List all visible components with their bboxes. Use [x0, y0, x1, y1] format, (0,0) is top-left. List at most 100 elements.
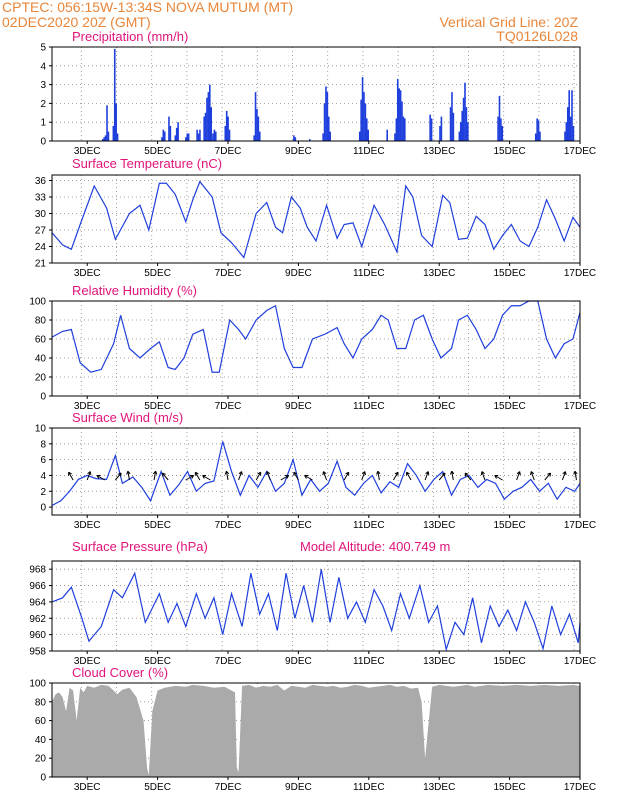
header-datetime: 02DEC2020 20Z (GMT) — [2, 14, 151, 30]
precip-bar — [308, 139, 311, 141]
wind-arrow-icon — [161, 472, 169, 481]
precip-bar — [175, 127, 178, 141]
precip-bar — [534, 133, 537, 141]
precip-bar — [358, 131, 361, 141]
wind-xtick-label: 3DEC — [74, 520, 101, 531]
temp-ytick-label: 36 — [35, 176, 47, 187]
precip-bar — [162, 129, 165, 141]
cloud-ytick-label: 80 — [35, 697, 47, 708]
cloud-xtick-label: 17DEC — [564, 782, 596, 793]
wind-arrow-icon — [224, 470, 230, 481]
temp-xtick-label: 13DEC — [423, 268, 455, 279]
precip-bar — [323, 103, 326, 141]
precip-bar — [113, 48, 116, 141]
precip-xtick-label: 15DEC — [493, 146, 525, 157]
precip-bar — [396, 78, 399, 141]
cloud-ytick-label: 60 — [35, 716, 47, 727]
precip-bar — [256, 109, 258, 141]
cloud-xtick-label: 5DEC — [144, 782, 171, 793]
precip-bar — [458, 131, 461, 141]
temp-panel: 21 24 27 30 33 36 3DEC 5DEC 7DEC 9DEC 11DEC 13DEC 15… — [35, 156, 596, 279]
temp-xtick-label: 17DEC — [564, 268, 596, 279]
wind-arrow-icon — [86, 471, 92, 481]
precip-bar — [439, 125, 441, 141]
precip-bar — [115, 103, 117, 141]
precip-bar — [459, 122, 462, 141]
cloud-xtick-label: 9DEC — [285, 782, 312, 793]
precip-bar — [564, 131, 566, 141]
precip-bar — [204, 112, 207, 141]
cloud-panel-title: Cloud Cover (%) — [72, 665, 168, 680]
precip-bar — [104, 135, 107, 141]
precip-bar — [568, 90, 570, 141]
precip-bar — [500, 118, 502, 141]
rh-ytick-label: 40 — [35, 354, 47, 365]
wind-arrow-icon — [255, 471, 262, 481]
precip-bar — [394, 133, 396, 141]
wind-arrow-icon — [573, 470, 578, 481]
precip-bar — [227, 116, 229, 141]
precip-bar — [214, 131, 217, 141]
precip-bar — [461, 110, 463, 141]
precip-bar — [363, 92, 365, 141]
precip-xtick-label: 11DEC — [353, 146, 385, 157]
precip-xtick-label: 13DEC — [423, 146, 455, 157]
precip-bar — [536, 118, 538, 141]
cloud-ytick-label: 20 — [35, 754, 47, 765]
precip-bar — [404, 118, 406, 141]
precip-bar — [430, 118, 433, 141]
precip-bar — [449, 107, 452, 141]
pressure-ytick-label: 958 — [29, 647, 46, 658]
wind-arrow-icon — [68, 471, 74, 481]
precip-bar — [464, 82, 466, 141]
wind-panel-title: Surface Wind (m/s) — [72, 410, 183, 425]
wind-arrow-icon — [393, 471, 399, 481]
wind-arrow-icon — [238, 471, 243, 481]
precip-bar — [253, 135, 255, 141]
precip-bar — [465, 107, 468, 141]
wind-arrow-icon — [424, 471, 430, 481]
precip-bar — [177, 122, 179, 141]
temp-xtick-label: 3DEC — [74, 268, 101, 279]
wind-series-line — [51, 441, 581, 507]
precip-bar — [207, 92, 210, 141]
wind-xtick-label: 13DEC — [423, 520, 455, 531]
pressure-xtick-label: 13DEC — [423, 656, 455, 667]
precip-bar — [294, 137, 297, 141]
wind-arrow-icon — [480, 471, 486, 481]
precip-ytick-label: 1 — [40, 118, 46, 129]
wind-arrow-icon — [202, 475, 211, 481]
pressure-xtick-label: 17DEC — [564, 656, 596, 667]
temp-ytick-label: 24 — [35, 242, 47, 253]
temp-xtick-label: 15DEC — [493, 268, 525, 279]
pressure-xtick-label: 15DEC — [493, 656, 525, 667]
cloud-area — [52, 684, 580, 777]
header-model-code: TQ0126L028 — [496, 28, 578, 44]
wind-arrow-icon — [376, 470, 381, 481]
precip-bar — [569, 116, 572, 141]
precip-bar — [322, 133, 324, 141]
wind-xtick-label: 9DEC — [285, 520, 312, 531]
precip-bar — [187, 133, 190, 141]
precip-bar — [402, 116, 405, 141]
temp-xtick-label: 7DEC — [215, 268, 242, 279]
pressure-ytick-label: 968 — [29, 565, 46, 576]
precip-bar — [186, 133, 189, 141]
pressure-xtick-label: 5DEC — [144, 656, 171, 667]
pressure-ytick-label: 966 — [29, 581, 46, 592]
rh-ytick-label: 0 — [40, 392, 46, 403]
precip-bar — [398, 88, 400, 141]
header-station: CPTEC: 056:15W-13:34S NOVA MUTUM (MT) — [2, 0, 293, 15]
wind-arrow-icon — [280, 475, 290, 481]
precip-bar — [107, 131, 110, 141]
wind-arrow-icon — [361, 471, 366, 481]
pressure-series-line — [51, 569, 581, 652]
temp-ytick-label: 33 — [35, 193, 47, 204]
precip-bar — [196, 129, 198, 141]
precip-xtick-label: 7DEC — [215, 146, 242, 157]
precip-bar — [497, 116, 499, 141]
precip-bar — [327, 116, 330, 141]
precip-bar — [225, 110, 228, 141]
precip-panel: 0 1 2 3 4 5 3DEC 5DEC 7DEC 9DEC 11DEC 13DEC 15DEC 17D… — [40, 29, 596, 157]
